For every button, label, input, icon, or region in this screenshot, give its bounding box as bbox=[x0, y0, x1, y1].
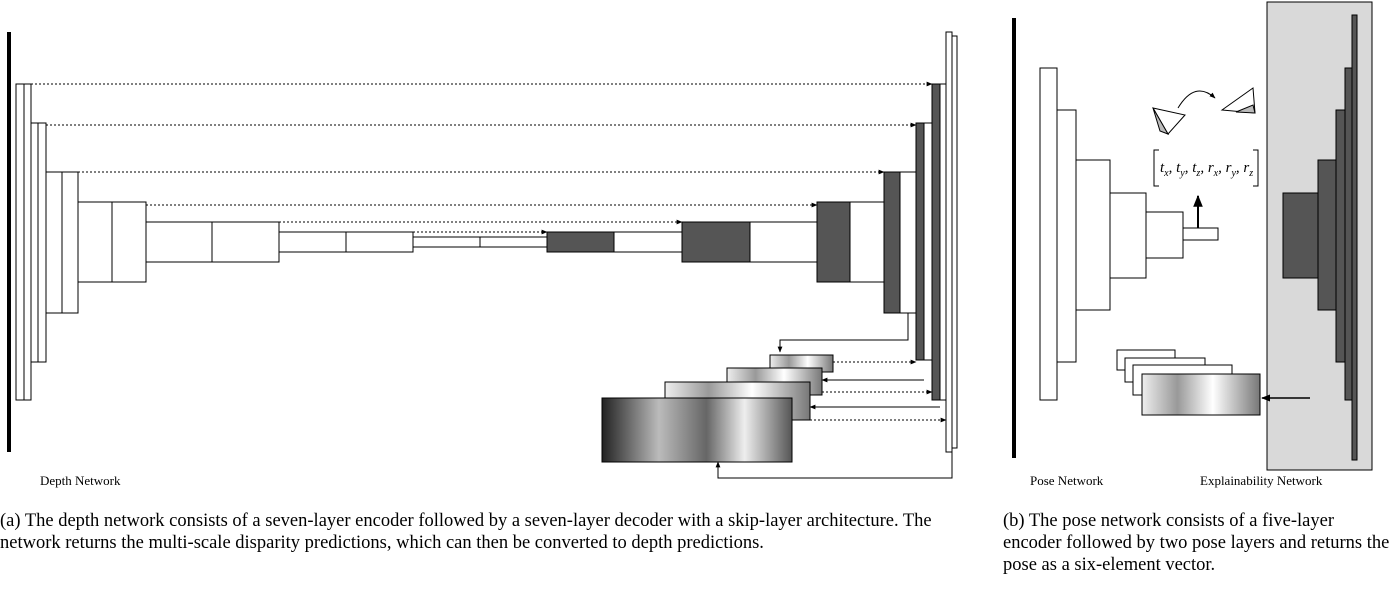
layer bbox=[1145, 211, 1184, 259]
term-base: r bbox=[1243, 160, 1249, 176]
layer bbox=[45, 171, 63, 314]
term-base: t bbox=[1192, 160, 1197, 176]
layer bbox=[111, 201, 147, 283]
layer bbox=[1351, 14, 1358, 461]
term-sub: x bbox=[1163, 168, 1169, 179]
layer bbox=[939, 83, 947, 401]
layer bbox=[931, 83, 941, 401]
layer bbox=[61, 171, 79, 314]
pose-label: Pose Network bbox=[1030, 473, 1104, 488]
layer bbox=[749, 221, 818, 263]
layer bbox=[479, 236, 548, 248]
layer bbox=[546, 231, 615, 253]
layer bbox=[883, 171, 901, 314]
layer bbox=[1335, 109, 1346, 363]
camera bbox=[1152, 107, 1170, 135]
layer bbox=[77, 201, 113, 283]
input-bar bbox=[7, 32, 11, 452]
layer bbox=[211, 221, 280, 263]
term-base: r bbox=[1208, 160, 1214, 176]
depth-label: Depth Network bbox=[40, 473, 121, 488]
layer bbox=[1075, 159, 1111, 311]
term-sub: z bbox=[1248, 168, 1253, 179]
layer bbox=[345, 231, 414, 253]
disparity-image bbox=[601, 397, 793, 463]
connector bbox=[715, 452, 953, 479]
layer bbox=[951, 35, 958, 449]
layer bbox=[613, 231, 683, 253]
layer bbox=[1317, 159, 1337, 311]
term-sub: x bbox=[1213, 168, 1219, 179]
explain-label: Explainability Network bbox=[1200, 473, 1323, 488]
separator: , bbox=[1218, 160, 1226, 176]
layer bbox=[37, 122, 47, 363]
layer bbox=[30, 122, 39, 363]
motion-arrow bbox=[1177, 90, 1216, 109]
layer bbox=[15, 83, 25, 401]
layer bbox=[1344, 67, 1353, 401]
layer bbox=[681, 221, 751, 263]
pose-vector: tx, ty, tz, rx, ry, rz bbox=[1160, 160, 1253, 179]
layer bbox=[1282, 192, 1319, 279]
separator: , bbox=[1236, 160, 1244, 176]
camera bbox=[1235, 104, 1256, 114]
layer bbox=[1039, 67, 1058, 401]
term-sub: y bbox=[1179, 168, 1185, 179]
term-base: r bbox=[1226, 160, 1232, 176]
term-sub: y bbox=[1230, 168, 1236, 179]
term-sub: z bbox=[1195, 168, 1200, 179]
separator: , bbox=[1200, 160, 1208, 176]
layer bbox=[412, 236, 481, 248]
separator: , bbox=[1169, 160, 1177, 176]
layer bbox=[849, 201, 885, 283]
layer bbox=[145, 221, 213, 263]
caption-b: (b) The pose network consists of a five-… bbox=[1003, 511, 1390, 575]
layer bbox=[899, 171, 917, 314]
layer bbox=[1056, 109, 1077, 363]
layer bbox=[1182, 227, 1219, 241]
input-bar bbox=[1012, 18, 1016, 458]
term-base: t bbox=[1160, 160, 1165, 176]
layer bbox=[1109, 192, 1147, 279]
caption-a: (a) The depth network consists of a seve… bbox=[0, 511, 932, 553]
separator: , bbox=[1185, 160, 1193, 176]
layer bbox=[278, 231, 347, 253]
diagram: Depth Network Pose Network Explainabilit… bbox=[7, 1, 1373, 488]
connector bbox=[777, 313, 909, 353]
bracket bbox=[1153, 149, 1159, 187]
layer bbox=[915, 122, 925, 361]
layer bbox=[923, 122, 933, 361]
layer bbox=[816, 201, 851, 283]
bracket bbox=[1253, 149, 1259, 187]
layer bbox=[945, 31, 953, 453]
mask-image bbox=[1141, 373, 1261, 416]
term-base: t bbox=[1176, 160, 1181, 176]
layer bbox=[23, 83, 32, 401]
